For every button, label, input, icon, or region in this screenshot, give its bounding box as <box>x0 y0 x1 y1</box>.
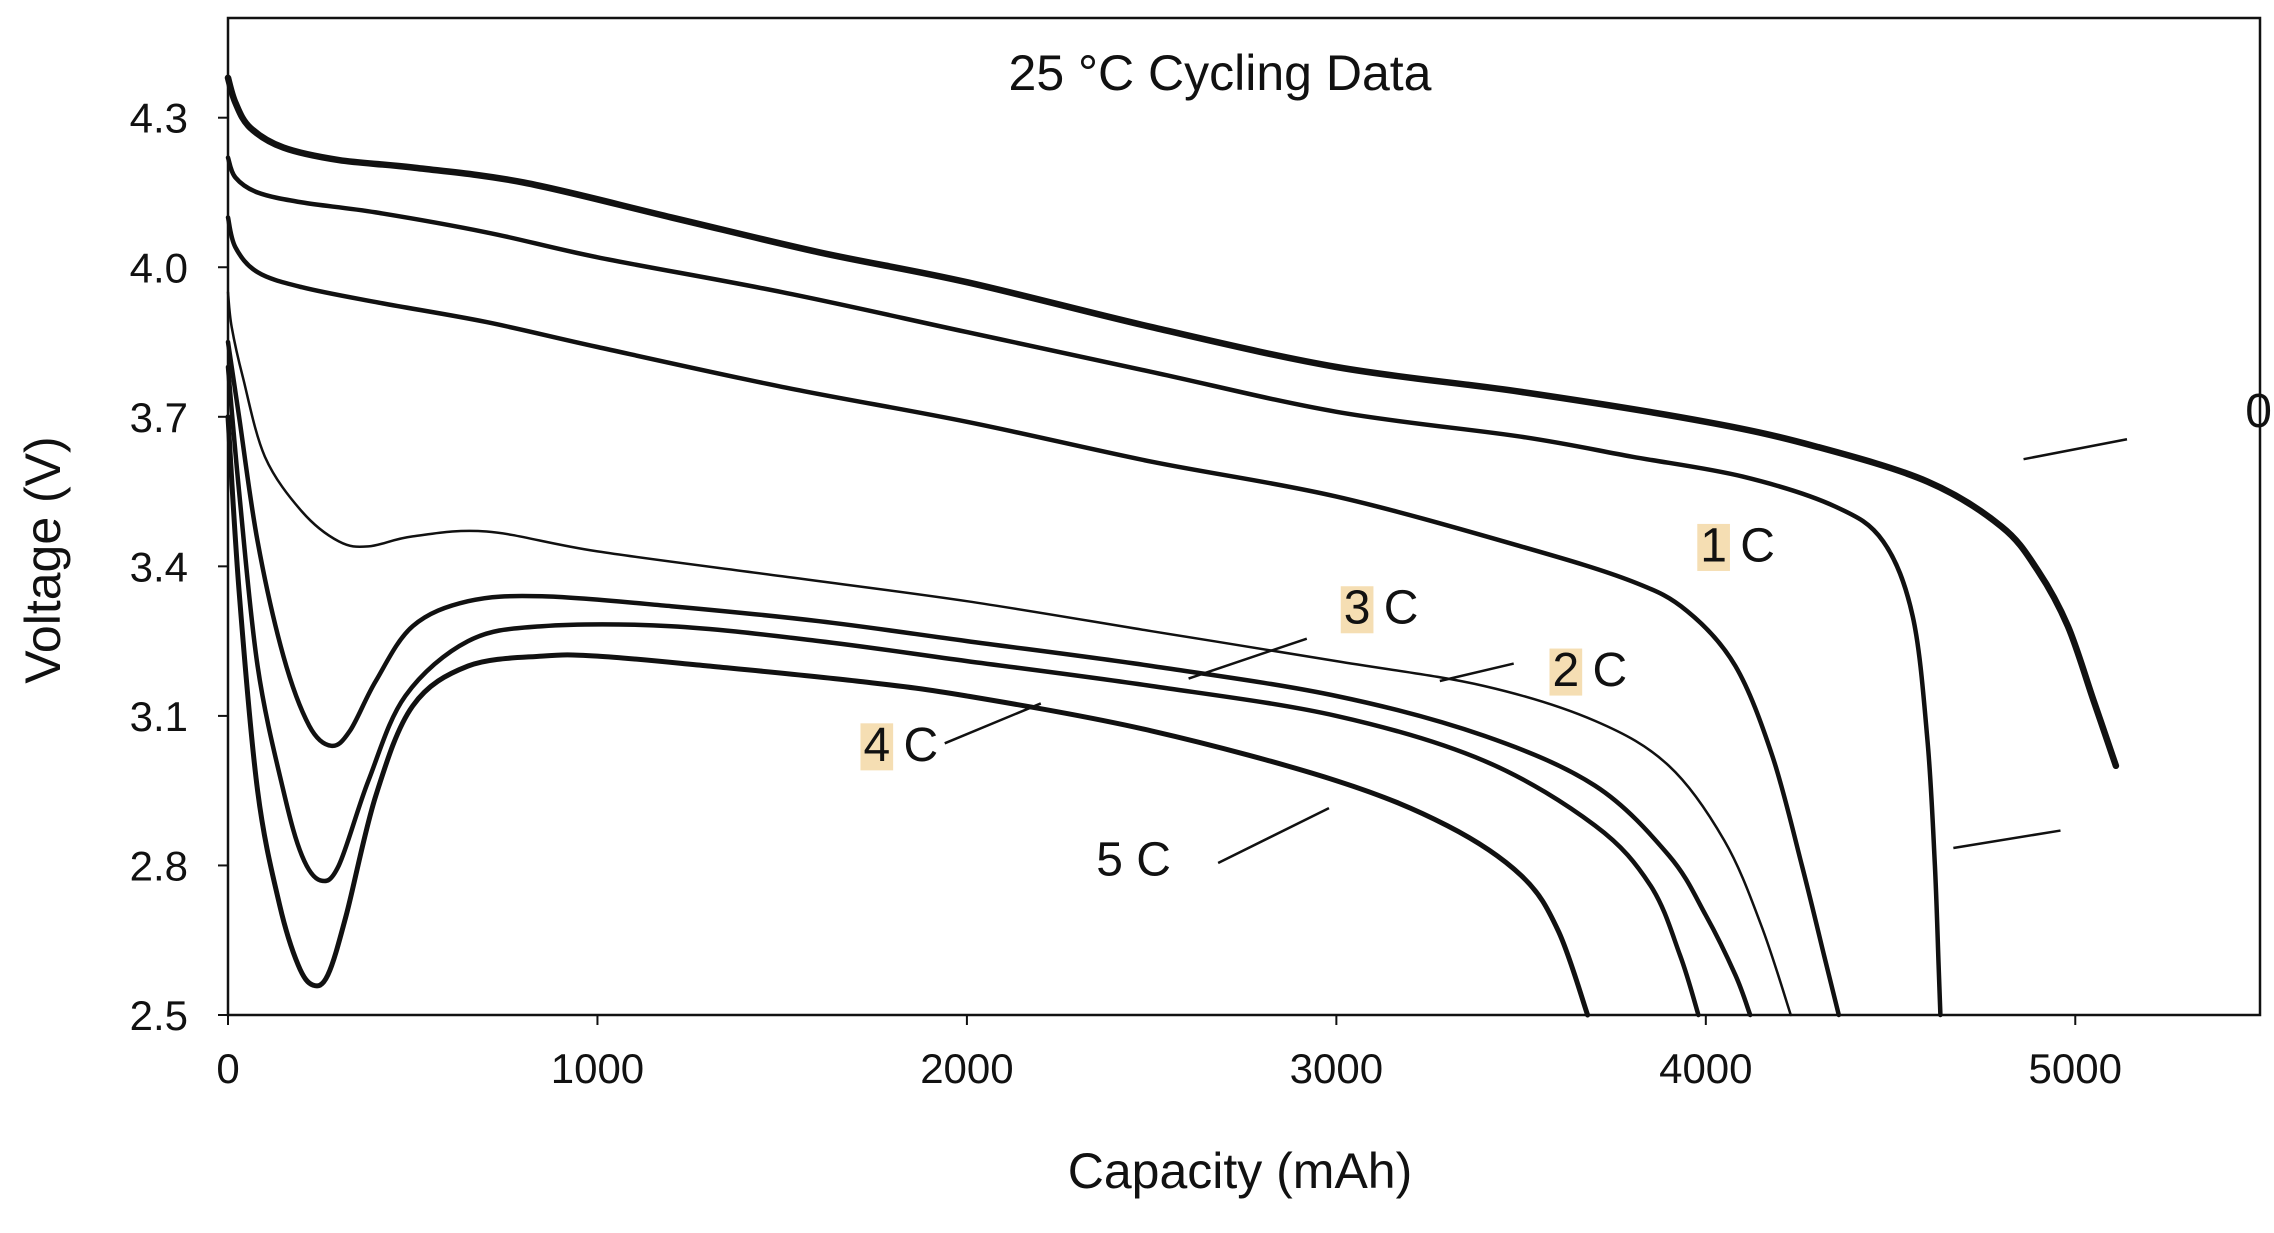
y-tick-label: 2.5 <box>130 992 188 1039</box>
annotation-label-4-c: 4 C <box>863 719 938 772</box>
annotation-label-3-c: 3 C <box>1344 582 1419 635</box>
chart-title: 25 °C Cycling Data <box>1009 45 1432 101</box>
annotation-unit: C <box>890 719 938 772</box>
x-tick-label: 1000 <box>551 1045 644 1092</box>
y-tick-label: 4.3 <box>130 95 188 142</box>
y-tick-label: 4.0 <box>130 244 188 291</box>
x-axis-ticks: 0 1000 2000 3000 4000 5000 <box>216 1015 2122 1092</box>
y-tick-label: 2.8 <box>130 842 188 889</box>
series-line-1-c <box>225 215 1842 1018</box>
x-tick-label: 3000 <box>1290 1045 1383 1092</box>
series-line-3-c <box>225 339 1753 1018</box>
annotation-number: 4 <box>863 719 890 772</box>
series-line-5-c <box>225 414 1591 1018</box>
annotation-2-c: 2 C <box>1549 644 1627 697</box>
annotation-label-1-c: 1 C <box>1700 519 1775 572</box>
series-line-0-05-c <box>224 74 2120 770</box>
y-tick-label: 3.4 <box>130 543 188 590</box>
annotation-label-2-c: 2 C <box>1552 644 1627 697</box>
annotation-unit: C <box>1370 582 1418 635</box>
annotation-layer: 0.05 C0.33 C1 C2 C3 C4 C5 C <box>860 385 2274 886</box>
x-tick-label: 5000 <box>2029 1045 2122 1092</box>
annotation-number: 1 <box>1700 519 1727 572</box>
annotation-highlight-2-c <box>1549 648 1583 696</box>
annotation-number: 3 <box>1344 582 1371 635</box>
annotation-leader-5-c <box>1217 807 1330 865</box>
annotation-leader-3-c <box>1188 637 1308 680</box>
annotation-highlight-3-c <box>1340 586 1374 634</box>
annotation-leader-0-33-c <box>1953 829 2061 850</box>
annotation-leader-2-c <box>1439 662 1514 683</box>
annotation-leader-4-c <box>944 702 1042 745</box>
annotation-highlight-4-c <box>860 723 894 771</box>
annotation-5-c: 5 C <box>1096 833 1171 886</box>
x-tick-label: 2000 <box>920 1045 1013 1092</box>
y-tick-label: 3.7 <box>130 394 188 441</box>
annotation-unit: C <box>1123 833 1171 886</box>
annotation-number: 5 <box>1096 833 1123 886</box>
annotation-3-c: 3 C <box>1340 582 1419 635</box>
series-line-4-c <box>225 364 1701 1018</box>
annotation-label-5-c: 5 C <box>1096 833 1171 886</box>
series-line-2-c <box>226 290 1793 1017</box>
x-tick-label: 0 <box>216 1045 239 1092</box>
x-tick-label: 4000 <box>1659 1045 1752 1092</box>
plot-frame <box>226 16 2262 1017</box>
annotation-highlight-1-c <box>1697 523 1730 571</box>
annotation-number: 2 <box>1552 644 1579 697</box>
annotation-unit: C <box>1579 644 1627 697</box>
y-axis-ticks: 2.5 2.8 3.1 3.4 3.7 4.0 4.3 <box>130 95 228 1039</box>
annotation-unit: C <box>1727 519 1775 572</box>
annotation-1-c: 1 C <box>1697 519 1775 572</box>
annotation-4-c: 4 C <box>860 719 938 772</box>
series-line-0-33-c <box>225 155 1943 1018</box>
series-layer <box>224 74 2120 1018</box>
x-axis-label: Capacity (mAh) <box>1068 1143 1413 1199</box>
y-tick-label: 3.1 <box>130 693 188 740</box>
annotation-leader-0-05-c <box>2023 438 2128 461</box>
y-axis-label: Voltage (V) <box>15 436 71 683</box>
